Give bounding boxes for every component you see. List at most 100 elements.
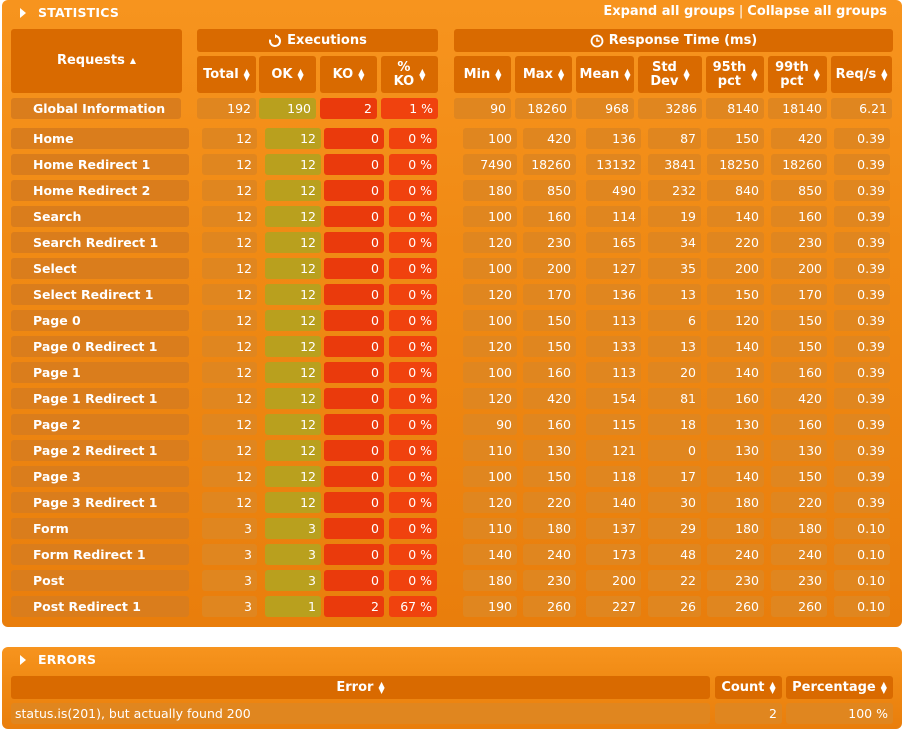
row-percent-ko-cell: 0 %	[389, 414, 437, 435]
row-max-cell: 150	[523, 336, 576, 357]
request-name[interactable]: Page 1	[11, 362, 189, 383]
error-column-label: Error	[336, 679, 374, 695]
row-mean-cell: 118	[586, 466, 641, 487]
column-header-ko[interactable]: KO ▲ ▼	[320, 56, 377, 93]
column-header-total[interactable]: Total ▲ ▼	[197, 56, 256, 93]
row-pct95-cell: 150	[707, 128, 764, 149]
row-pct99-cell: 850	[771, 180, 827, 201]
requests-header[interactable]: Requests ▲	[11, 29, 182, 93]
request-name[interactable]: Page 3 Redirect 1	[11, 492, 189, 513]
column-header-max[interactable]: Max ▲ ▼	[515, 56, 572, 93]
column-header-label: Max	[522, 66, 553, 82]
request-name[interactable]: Post Redirect 1	[11, 596, 189, 617]
group-links: Expand all groups | Collapse all groups	[603, 4, 887, 19]
request-name[interactable]: Page 0 Redirect 1	[11, 336, 189, 357]
row-pct95-cell: 130	[707, 414, 764, 435]
row-percent-ko-cell: 0 %	[389, 232, 437, 253]
row-min-cell: 90	[463, 414, 517, 435]
row-pct95-cell: 120	[707, 310, 764, 331]
row-pct95-cell: 150	[707, 284, 764, 305]
row-std-dev-cell: 20	[648, 362, 701, 383]
row-total-cell: 3	[202, 518, 257, 539]
row-max-cell: 260	[523, 596, 576, 617]
row-max-cell: 160	[523, 362, 576, 383]
error-column-header[interactable]: Error ▲ ▼	[11, 676, 710, 699]
row-pct99-cell: 200	[771, 258, 827, 279]
row-total-cell: 12	[202, 232, 257, 253]
percentage-column-label: Percentage	[792, 679, 876, 695]
request-name[interactable]: Home Redirect 1	[11, 154, 189, 175]
row-percent-ko-cell: 0 %	[389, 310, 437, 331]
global-ok-cell: 190	[259, 98, 316, 119]
row-std-dev-cell: 232	[648, 180, 701, 201]
row-pct99-cell: 420	[771, 388, 827, 409]
executions-header-label: Executions	[287, 32, 367, 48]
sort-asc-icon: ▲	[129, 56, 137, 65]
request-name[interactable]: Page 0	[11, 310, 189, 331]
row-ko-cell: 0	[324, 362, 384, 383]
expand-all-link[interactable]: Expand all groups	[603, 4, 735, 19]
sort-both-icon: ▲ ▼	[378, 679, 385, 695]
request-name[interactable]: Select Redirect 1	[11, 284, 189, 305]
column-header-std-dev[interactable]: Std Dev ▲ ▼	[638, 56, 702, 93]
row-ko-cell: 0	[324, 414, 384, 435]
column-header-pct95[interactable]: 95th pct ▲ ▼	[706, 56, 764, 93]
sort-both-icon: ▲ ▼	[419, 66, 426, 82]
row-ko-cell: 0	[324, 492, 384, 513]
request-name[interactable]: Form	[11, 518, 189, 539]
count-column-header[interactable]: Count ▲ ▼	[715, 676, 782, 699]
row-req-per-sec-cell: 0.39	[834, 414, 890, 435]
row-total-cell: 12	[202, 284, 257, 305]
column-header-min[interactable]: Min ▲ ▼	[454, 56, 511, 93]
row-min-cell: 110	[463, 518, 517, 539]
request-name[interactable]: Page 3	[11, 466, 189, 487]
percentage-column-header[interactable]: Percentage ▲ ▼	[786, 676, 893, 699]
request-name[interactable]: Page 2 Redirect 1	[11, 440, 189, 461]
row-mean-cell: 140	[586, 492, 641, 513]
row-mean-cell: 136	[586, 284, 641, 305]
global-pct99-cell: 18140	[768, 98, 827, 119]
row-pct99-cell: 150	[771, 310, 827, 331]
row-std-dev-cell: 87	[648, 128, 701, 149]
row-req-per-sec-cell: 0.39	[834, 336, 890, 357]
request-name[interactable]: Select	[11, 258, 189, 279]
requests-header-label: Requests	[56, 53, 125, 68]
row-req-per-sec-cell: 0.39	[834, 180, 890, 201]
row-std-dev-cell: 6	[648, 310, 701, 331]
row-ko-cell: 0	[324, 232, 384, 253]
response-time-header: Response Time (ms)	[454, 29, 893, 52]
column-header-pct99[interactable]: 99th pct ▲ ▼	[768, 56, 827, 93]
row-percent-ko-cell: 0 %	[389, 492, 437, 513]
request-name[interactable]: Post	[11, 570, 189, 591]
row-std-dev-cell: 3841	[648, 154, 701, 175]
row-req-per-sec-cell: 0.39	[834, 154, 890, 175]
row-max-cell: 850	[523, 180, 576, 201]
request-name[interactable]: Page 1 Redirect 1	[11, 388, 189, 409]
row-percent-ko-cell: 0 %	[389, 570, 437, 591]
row-ok-cell: 12	[265, 440, 321, 461]
row-pct95-cell: 200	[707, 258, 764, 279]
request-name[interactable]: Home	[11, 128, 189, 149]
column-header-ok[interactable]: OK ▲ ▼	[259, 56, 316, 93]
row-std-dev-cell: 13	[648, 336, 701, 357]
row-max-cell: 150	[523, 466, 576, 487]
request-name[interactable]: Search Redirect 1	[11, 232, 189, 253]
row-percent-ko-cell: 0 %	[389, 336, 437, 357]
column-header-label: 99th pct	[775, 59, 809, 89]
request-name[interactable]: Form Redirect 1	[11, 544, 189, 565]
collapse-all-link[interactable]: Collapse all groups	[747, 4, 887, 19]
request-name[interactable]: Home Redirect 2	[11, 180, 189, 201]
row-total-cell: 12	[202, 466, 257, 487]
request-name[interactable]: Search	[11, 206, 189, 227]
column-header-mean[interactable]: Mean ▲ ▼	[576, 56, 634, 93]
request-name[interactable]: Page 2	[11, 414, 189, 435]
column-header-percent-ko[interactable]: % KO ▲ ▼	[381, 56, 438, 93]
row-ko-cell: 0	[324, 310, 384, 331]
errors-title[interactable]: ERRORS	[20, 652, 96, 667]
row-ko-cell: 2	[324, 596, 384, 617]
global-total-cell: 192	[197, 98, 256, 119]
column-header-req-per-sec[interactable]: Req/s ▲ ▼	[831, 56, 892, 93]
row-min-cell: 120	[463, 284, 517, 305]
row-pct99-cell: 160	[771, 414, 827, 435]
statistics-title[interactable]: STATISTICS	[20, 5, 119, 20]
